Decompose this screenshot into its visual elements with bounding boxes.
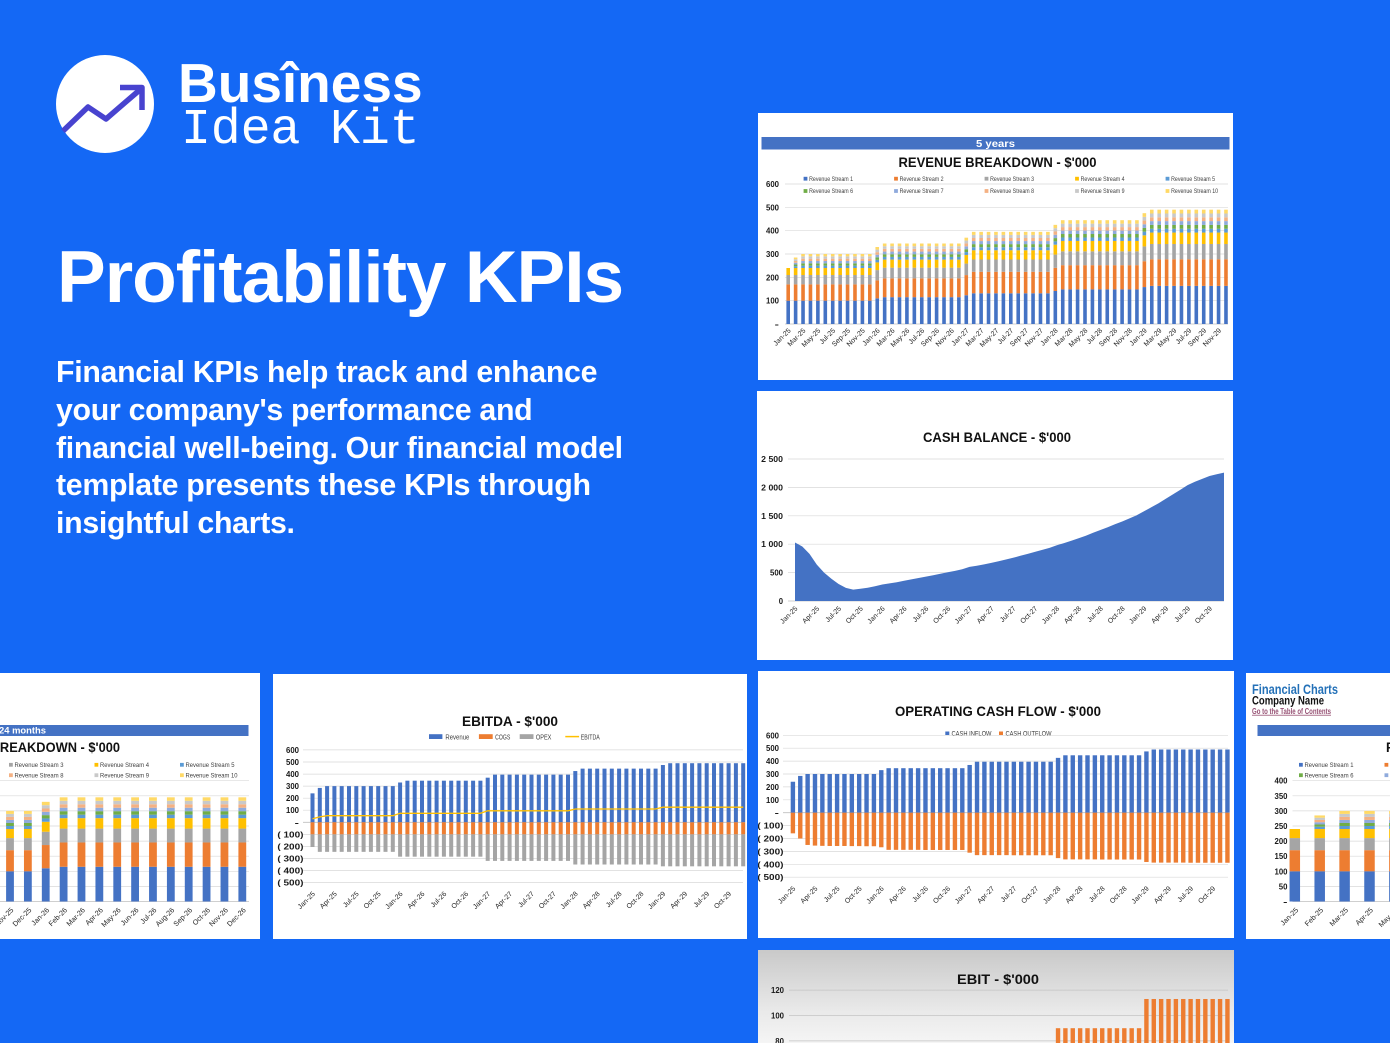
svg-text:OPEX: OPEX xyxy=(536,733,552,742)
svg-text:( 400): ( 400) xyxy=(758,859,784,869)
svg-text:100: 100 xyxy=(771,1011,784,1021)
svg-text:500: 500 xyxy=(766,202,779,212)
svg-text:Revenue Stream 3: Revenue Stream 3 xyxy=(15,762,64,769)
svg-text:600: 600 xyxy=(766,730,779,740)
svg-text:Revenue Stream 4: Revenue Stream 4 xyxy=(1081,176,1125,183)
svg-text:500: 500 xyxy=(286,757,299,767)
svg-text:400: 400 xyxy=(286,769,299,779)
svg-text:EBIT - $'000: EBIT - $'000 xyxy=(957,971,1039,987)
svg-text:600: 600 xyxy=(286,745,299,755)
svg-text:( 100): ( 100) xyxy=(758,821,784,831)
svg-text:600: 600 xyxy=(766,179,779,189)
svg-text:Revenue Stream 10: Revenue Stream 10 xyxy=(186,772,238,779)
svg-text:0: 0 xyxy=(779,596,784,606)
svg-text:Revenue Stream 1: Revenue Stream 1 xyxy=(1304,762,1353,769)
svg-text:350: 350 xyxy=(1274,791,1287,801)
svg-text:300: 300 xyxy=(766,249,779,259)
svg-text:1 500: 1 500 xyxy=(761,511,783,521)
svg-text:( 200): ( 200) xyxy=(758,834,784,844)
svg-text:REVENUE BREAKDOWN - $'000: REVENUE BREAKDOWN - $'000 xyxy=(899,154,1097,170)
svg-text:-: - xyxy=(1283,897,1288,907)
svg-text:Revenue Stream 9: Revenue Stream 9 xyxy=(1081,188,1125,195)
svg-text:1 000: 1 000 xyxy=(761,539,783,549)
svg-text:300: 300 xyxy=(766,769,779,779)
svg-text:Revenue Stream 10: Revenue Stream 10 xyxy=(1171,188,1218,195)
svg-text:100: 100 xyxy=(766,795,779,805)
svg-text:100: 100 xyxy=(1274,866,1287,876)
svg-text:( 200): ( 200) xyxy=(277,841,303,851)
svg-text:Revenue Stream 7: Revenue Stream 7 xyxy=(900,188,944,195)
svg-text:120: 120 xyxy=(771,985,784,995)
svg-text:Revenue Stream 9: Revenue Stream 9 xyxy=(100,772,149,779)
svg-text:Company Name: Company Name xyxy=(1252,696,1324,708)
svg-text:-: - xyxy=(775,808,780,818)
svg-text:Revenue Stream 8: Revenue Stream 8 xyxy=(15,772,64,779)
svg-text:Revenue Stream 8: Revenue Stream 8 xyxy=(990,188,1034,195)
svg-text:200: 200 xyxy=(1274,836,1287,846)
svg-text:CASH OUTFLOW: CASH OUTFLOW xyxy=(1006,729,1053,738)
svg-text:2 500: 2 500 xyxy=(761,454,783,464)
svg-text:50: 50 xyxy=(1278,881,1287,891)
svg-text:( 100): ( 100) xyxy=(277,829,303,839)
svg-text:2 000: 2 000 xyxy=(761,482,783,492)
svg-text:Revenue Stream 4: Revenue Stream 4 xyxy=(100,762,149,769)
svg-text:-: - xyxy=(295,817,300,827)
svg-text:150: 150 xyxy=(1274,851,1287,861)
svg-text:Revenue Stream 6: Revenue Stream 6 xyxy=(809,188,853,195)
svg-text:CASH BALANCE - $'000: CASH BALANCE - $'000 xyxy=(923,429,1071,445)
svg-text:Financial Charts: Financial Charts xyxy=(1252,681,1338,697)
svg-text:Revenue Stream 6: Revenue Stream 6 xyxy=(1304,772,1353,779)
svg-text:200: 200 xyxy=(286,793,299,803)
svg-text:100: 100 xyxy=(286,805,299,815)
svg-text:Revenue Stream 3: Revenue Stream 3 xyxy=(990,176,1034,183)
svg-text:Go to the Table of Contents: Go to the Table of Contents xyxy=(1252,707,1331,716)
svg-text:100: 100 xyxy=(766,296,779,306)
svg-text:Revenue Stream 2: Revenue Stream 2 xyxy=(900,176,944,183)
svg-text:( 300): ( 300) xyxy=(277,854,303,864)
svg-text:EBITDA - $'000: EBITDA - $'000 xyxy=(462,713,558,729)
svg-text:250: 250 xyxy=(1274,821,1287,831)
svg-text:OPERATING CASH FLOW - $'000: OPERATING CASH FLOW - $'000 xyxy=(895,703,1101,719)
svg-text:COGS: COGS xyxy=(495,733,510,742)
svg-text:( 400): ( 400) xyxy=(277,866,303,876)
svg-text:-: - xyxy=(775,319,780,329)
svg-text:200: 200 xyxy=(766,782,779,792)
svg-text:Revenue: Revenue xyxy=(445,733,469,742)
svg-text:200: 200 xyxy=(766,272,779,282)
svg-text:Revenue Stream 1: Revenue Stream 1 xyxy=(809,176,853,183)
svg-text:400: 400 xyxy=(766,756,779,766)
svg-text:5 years: 5 years xyxy=(976,139,1015,150)
svg-text:300: 300 xyxy=(286,781,299,791)
svg-text:( 500): ( 500) xyxy=(758,872,784,882)
svg-text:400: 400 xyxy=(766,226,779,236)
svg-text:REVENUE BREAKDOWN - $'000: REVENUE BREAKDOWN - $'000 xyxy=(1386,740,1390,755)
svg-text:Revenue Stream 5: Revenue Stream 5 xyxy=(186,762,235,769)
svg-text:24 months: 24 months xyxy=(0,725,46,736)
svg-text:500: 500 xyxy=(766,743,779,753)
svg-text:500: 500 xyxy=(770,568,783,578)
svg-text:400: 400 xyxy=(1274,776,1287,786)
svg-text:( 300): ( 300) xyxy=(758,846,784,856)
svg-text:CASH INFLOW: CASH INFLOW xyxy=(952,729,993,738)
svg-text:80: 80 xyxy=(775,1036,784,1043)
svg-text:300: 300 xyxy=(1274,806,1287,816)
svg-text:REVENUE BREAKDOWN - $'000: REVENUE BREAKDOWN - $'000 xyxy=(0,740,120,755)
svg-text:Revenue Stream 5: Revenue Stream 5 xyxy=(1171,176,1215,183)
svg-text:( 500): ( 500) xyxy=(277,878,303,888)
svg-text:EBITDA: EBITDA xyxy=(581,733,600,742)
